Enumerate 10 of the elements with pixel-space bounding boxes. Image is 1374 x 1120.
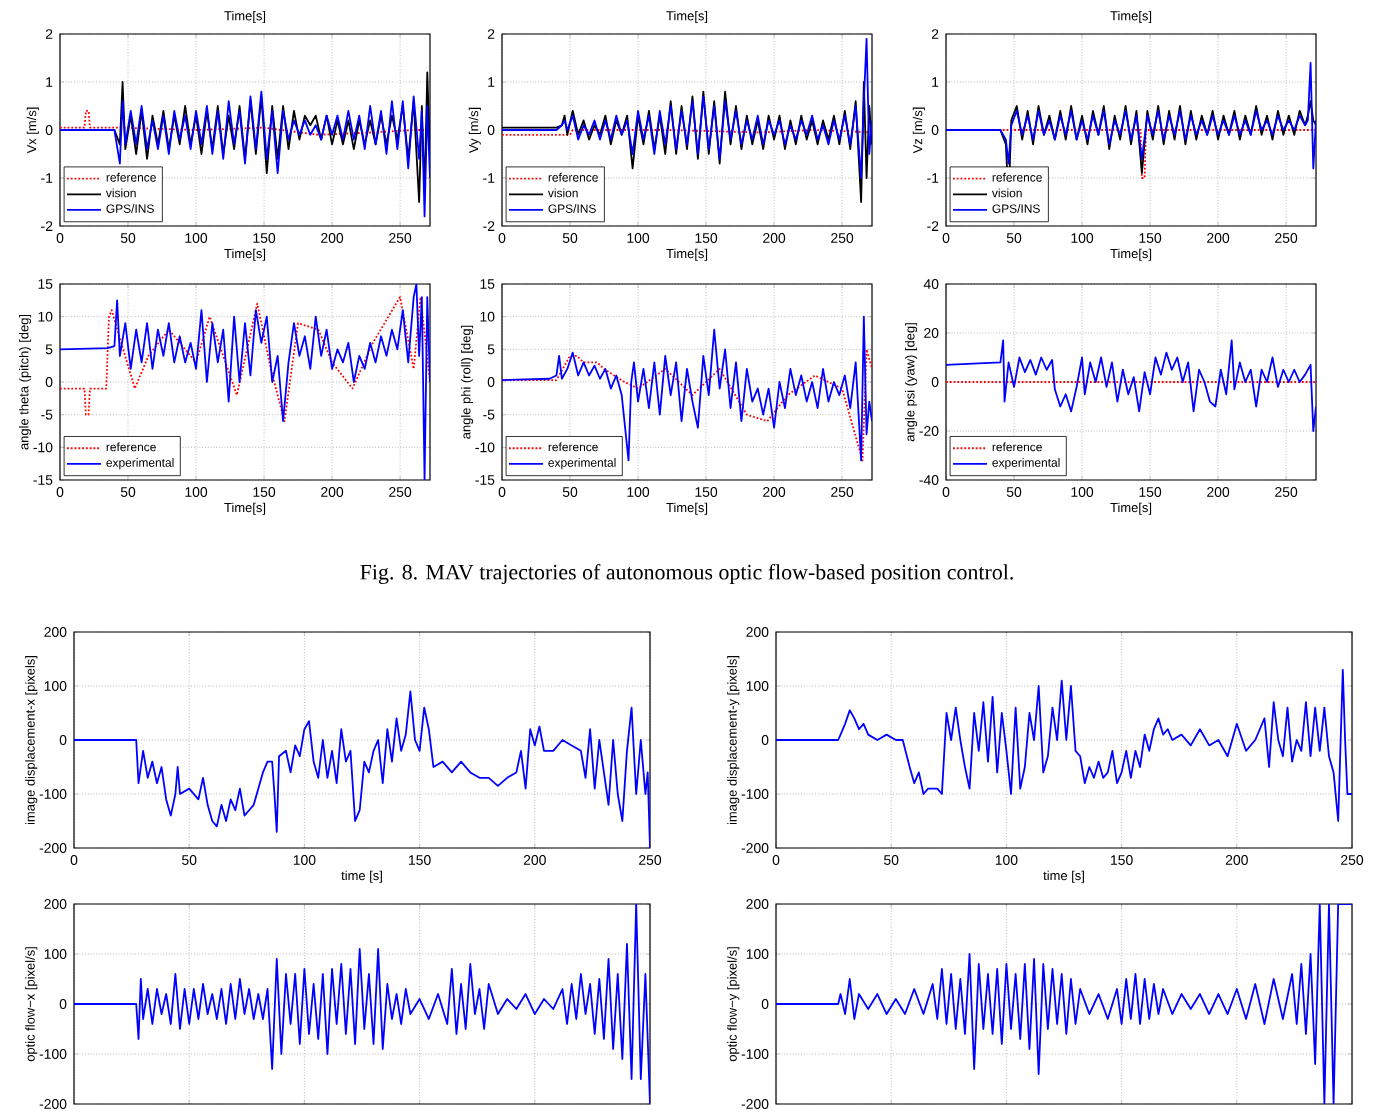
line-series [60, 109, 430, 136]
line-series [946, 61, 1317, 170]
line-series [946, 339, 1317, 432]
line-series [502, 37, 873, 179]
line-series [60, 90, 430, 218]
line-series [502, 315, 873, 462]
caption: Fig. 8. MAV trajectories of autonomous optic flow-based position control. [360, 563, 1013, 585]
line-series [776, 904, 1353, 1105]
line-series [74, 904, 650, 1105]
line-series [60, 284, 430, 481]
